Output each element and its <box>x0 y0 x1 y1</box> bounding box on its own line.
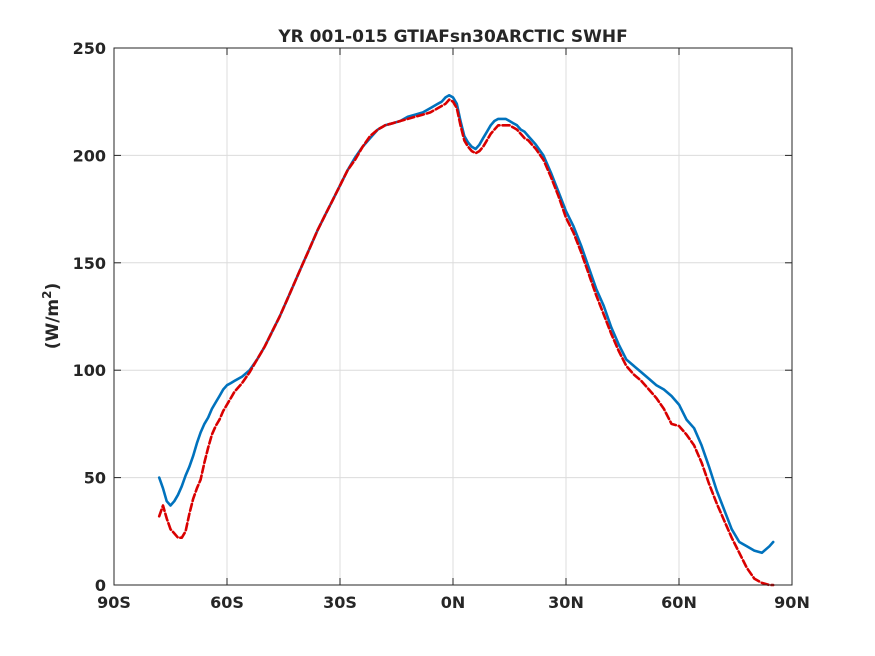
y-tick-label: 200 <box>73 146 106 165</box>
x-tick-label: 60S <box>210 593 244 612</box>
x-tick-label: 90S <box>97 593 131 612</box>
chart-title: YR 001-015 GTIAFsn30ARCTIC SWHF <box>277 27 627 47</box>
x-tick-label: 30S <box>323 593 357 612</box>
ticks: 90S 60S 30S 0N 30N 60N 90N 0 50 100 150 200 250 <box>73 39 810 612</box>
y-axis-label-close: ) <box>43 283 63 291</box>
y-axis-label-main: (W/m <box>43 299 63 349</box>
y-axis-label-sup: 2 <box>40 290 54 298</box>
y-tick-label: 50 <box>84 469 106 488</box>
y-tick-label: 0 <box>95 576 106 595</box>
x-tick-label: 30N <box>548 593 584 612</box>
y-tick-label: 250 <box>73 39 106 58</box>
series-line-2 <box>157 98 775 587</box>
y-axis-label: (W/m2) <box>40 283 63 350</box>
x-tick-label: 60N <box>661 593 697 612</box>
y-tick-label: 150 <box>73 254 106 273</box>
y-tick-label: 100 <box>73 361 106 380</box>
series-layer <box>157 94 775 587</box>
x-tick-label: 0N <box>441 593 466 612</box>
x-tick-label: 90N <box>774 593 810 612</box>
